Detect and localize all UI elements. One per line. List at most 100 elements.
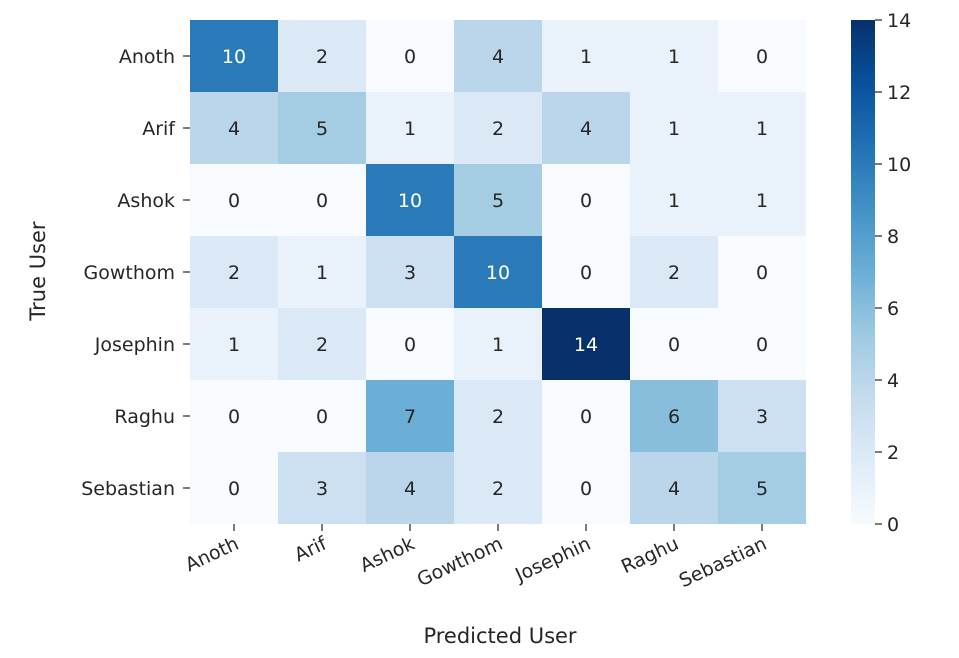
colorbar-tick-label: 10 bbox=[887, 154, 911, 176]
cell-value-label: 1 bbox=[580, 46, 592, 68]
heatmap-cell bbox=[542, 380, 630, 452]
heatmap-cell bbox=[454, 452, 542, 524]
cell-value-label: 2 bbox=[492, 406, 504, 428]
heatmap-cell bbox=[278, 236, 366, 308]
heatmap-cell bbox=[542, 308, 630, 380]
cell-value-label: 3 bbox=[756, 406, 768, 428]
cell-value-label: 0 bbox=[756, 334, 768, 356]
heatmap-cell bbox=[190, 380, 278, 452]
y-tick-label: Sebastian bbox=[81, 478, 175, 500]
y-tick-label: Raghu bbox=[114, 406, 175, 428]
heatmap-cell bbox=[454, 164, 542, 236]
heatmap-cell bbox=[630, 92, 718, 164]
heatmap-cell bbox=[454, 308, 542, 380]
cell-value-label: 4 bbox=[492, 46, 504, 68]
cell-value-label: 10 bbox=[398, 190, 422, 212]
cell-value-label: 2 bbox=[316, 46, 328, 68]
heatmap-cell bbox=[190, 164, 278, 236]
y-axis-ticks: Anoth Arif Ashok Gowthom Josephin Raghu Sebast… bbox=[81, 46, 190, 500]
heatmap-cell bbox=[718, 20, 806, 92]
cell-value-label: 10 bbox=[222, 46, 246, 68]
colorbar-tick-label: 8 bbox=[887, 226, 899, 248]
cell-value-label: 2 bbox=[492, 478, 504, 500]
x-tick-label: Ashok bbox=[357, 533, 418, 577]
cell-value-label: 2 bbox=[228, 262, 240, 284]
heatmap-cell bbox=[366, 308, 454, 380]
heatmap-cell bbox=[190, 92, 278, 164]
heatmap-cell bbox=[630, 164, 718, 236]
heatmap-cell bbox=[630, 20, 718, 92]
y-tick-label: Gowthom bbox=[83, 262, 175, 284]
heatmap-cell bbox=[190, 452, 278, 524]
heatmap-cell bbox=[366, 236, 454, 308]
colorbar-tick-label: 14 bbox=[887, 10, 911, 32]
cell-value-label: 0 bbox=[228, 406, 240, 428]
cell-value-label: 1 bbox=[668, 46, 680, 68]
colorbar-ticks: 0 2 4 6 8 10 12 14 bbox=[875, 10, 911, 536]
x-tick-label: Josephin bbox=[511, 533, 594, 587]
heatmap-cell bbox=[278, 380, 366, 452]
heatmap-cell bbox=[630, 236, 718, 308]
cell-value-label: 0 bbox=[404, 46, 416, 68]
heatmap-cell bbox=[454, 92, 542, 164]
cell-value-label: 2 bbox=[316, 334, 328, 356]
colorbar bbox=[851, 20, 875, 524]
cell-value-label: 1 bbox=[668, 190, 680, 212]
colorbar-tick-label: 4 bbox=[887, 370, 899, 392]
x-tick-label: Anoth bbox=[182, 533, 242, 577]
cell-value-label: 4 bbox=[228, 118, 240, 140]
cell-value-label: 1 bbox=[492, 334, 504, 356]
cell-value-label: 1 bbox=[668, 118, 680, 140]
x-tick-label: Raghu bbox=[618, 533, 682, 579]
cell-value-label: 14 bbox=[574, 334, 598, 356]
cell-value-label: 0 bbox=[316, 190, 328, 212]
cell-value-label: 1 bbox=[756, 118, 768, 140]
heatmap-cell bbox=[718, 92, 806, 164]
heatmap-cell bbox=[718, 452, 806, 524]
colorbar-tick-label: 2 bbox=[887, 442, 899, 464]
cell-value-label: 0 bbox=[756, 262, 768, 284]
cell-value-label: 0 bbox=[228, 190, 240, 212]
cell-value-label: 3 bbox=[316, 478, 328, 500]
heatmap-cell bbox=[454, 380, 542, 452]
heatmap-cell bbox=[278, 308, 366, 380]
heatmap-cell bbox=[630, 452, 718, 524]
heatmap-cell bbox=[542, 452, 630, 524]
y-tick-label: Anoth bbox=[119, 46, 175, 68]
colorbar-tick-label: 6 bbox=[887, 298, 899, 320]
x-axis-label: Predicted User bbox=[423, 624, 576, 648]
heatmap-cell bbox=[542, 20, 630, 92]
heatmap-cell bbox=[366, 380, 454, 452]
heatmap-cell bbox=[366, 452, 454, 524]
colorbar-tick-label: 0 bbox=[887, 514, 899, 536]
cell-value-label: 5 bbox=[316, 118, 328, 140]
x-tick-label: Gowthom bbox=[414, 533, 506, 592]
heatmap-cell bbox=[190, 308, 278, 380]
cell-value-label: 2 bbox=[492, 118, 504, 140]
cell-value-label: 6 bbox=[668, 406, 680, 428]
cell-value-label: 1 bbox=[756, 190, 768, 212]
heatmap-cell bbox=[190, 236, 278, 308]
heatmap-cell bbox=[278, 164, 366, 236]
heatmap-cell bbox=[542, 164, 630, 236]
heatmap-cell bbox=[278, 92, 366, 164]
cell-value-label: 0 bbox=[580, 262, 592, 284]
heatmap-cell bbox=[454, 20, 542, 92]
cell-value-label: 5 bbox=[756, 478, 768, 500]
heatmap-cell bbox=[366, 164, 454, 236]
y-tick-label: Josephin bbox=[94, 334, 175, 356]
cell-value-label: 0 bbox=[580, 406, 592, 428]
y-tick-label: Arif bbox=[142, 118, 176, 140]
heatmap-cells: 10 2 0 4 1 1 04 5 1 2 4 1 10 0 10 5 0 1 12 1 3 10 0 2 01 2 0 1 14 0 00… bbox=[190, 20, 806, 524]
cell-value-label: 3 bbox=[404, 262, 416, 284]
cell-value-label: 10 bbox=[486, 262, 510, 284]
heatmap-cell bbox=[542, 92, 630, 164]
heatmap-cell bbox=[718, 380, 806, 452]
cell-value-label: 0 bbox=[316, 406, 328, 428]
cell-value-label: 0 bbox=[756, 46, 768, 68]
heatmap-cell bbox=[278, 452, 366, 524]
cell-value-label: 0 bbox=[580, 478, 592, 500]
heatmap-cell bbox=[630, 380, 718, 452]
